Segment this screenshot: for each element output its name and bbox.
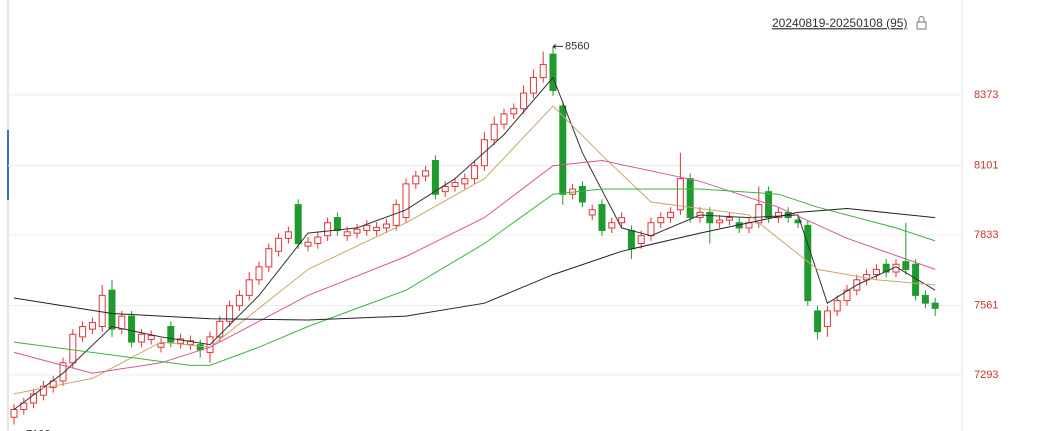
candle-body (324, 222, 332, 237)
y-tick-label: 7833 (974, 229, 998, 241)
candle-body (98, 294, 106, 327)
candle-body (118, 315, 126, 330)
candle-body (343, 231, 351, 237)
candle-body (774, 211, 782, 219)
candle-body (618, 217, 626, 224)
candle-body (931, 302, 939, 309)
candle-body (814, 310, 822, 333)
candle-body (59, 362, 67, 382)
candle-body (520, 92, 528, 110)
candle-body (333, 217, 341, 232)
candle-body (69, 333, 77, 364)
candle-body (490, 123, 498, 141)
candle-body (412, 175, 420, 185)
candle-body (10, 408, 18, 418)
candle-body (578, 185, 586, 203)
candle-body (510, 108, 518, 115)
candle-body (833, 300, 841, 312)
candle-body (667, 211, 675, 219)
y-tick-label: 7293 (974, 369, 998, 381)
candle-body (725, 217, 733, 221)
candle-body (186, 340, 194, 346)
candle-body (657, 217, 665, 224)
candle-body (382, 223, 390, 229)
candle-body (294, 204, 302, 245)
candle-body (647, 222, 655, 237)
candle-body (147, 335, 155, 340)
candle-body (823, 310, 831, 327)
candle-body (588, 209, 596, 216)
candle-body (461, 178, 469, 185)
candle-body (30, 393, 38, 404)
high-arrow (552, 44, 563, 49)
candle-body (804, 224, 812, 302)
date-range-link[interactable]: 20240819-20250108 (95) (772, 16, 907, 30)
candle-body (921, 294, 929, 304)
candle-body (686, 178, 694, 219)
candle-body (20, 402, 28, 410)
candle-body (216, 320, 224, 338)
candle-body (608, 222, 616, 229)
candle-body (422, 170, 430, 177)
candle-body (392, 204, 400, 226)
candle-body (500, 113, 508, 125)
candle-body (275, 237, 283, 252)
candle-body (167, 325, 175, 343)
candle-body (353, 228, 361, 234)
candle-body (88, 322, 96, 330)
candle-body (637, 235, 645, 245)
candle-body (235, 294, 243, 307)
candle-body (255, 266, 263, 281)
candle-body (128, 315, 136, 343)
candle-body (284, 231, 292, 239)
candle-body (304, 241, 312, 247)
candle-body (441, 185, 449, 193)
candle-body (451, 182, 459, 187)
candle-body (627, 230, 635, 250)
candle-body (882, 263, 890, 273)
candle-body (716, 219, 724, 224)
candle-body (363, 224, 371, 232)
candle-body (196, 344, 204, 351)
moving-average (13, 159, 936, 374)
candle-body (157, 342, 165, 348)
candle-body (676, 178, 684, 211)
candle-body (108, 289, 116, 330)
y-tick-label: 7561 (974, 299, 998, 311)
candle-body (902, 261, 910, 270)
candle-body (529, 77, 537, 94)
candle-body (872, 268, 880, 276)
y-tick-label: 8101 (974, 159, 998, 171)
candle-body (794, 219, 802, 224)
candle-body (314, 236, 322, 245)
candle-body (559, 105, 567, 195)
candle-body (843, 289, 851, 302)
candle-body (245, 279, 253, 296)
candle-body (177, 338, 185, 344)
candle-body (265, 248, 273, 268)
candle-body (431, 160, 439, 195)
candle-body (471, 165, 479, 180)
moving-average (13, 105, 936, 395)
candle-body (137, 333, 145, 343)
candle-body (402, 183, 410, 219)
candle-body (226, 305, 234, 322)
lock-icon (916, 16, 927, 30)
low-label: 7102 (26, 428, 50, 431)
moving-average (13, 207, 936, 321)
candle-body (39, 385, 47, 396)
y-tick-label: 8373 (974, 89, 998, 101)
candle-body (373, 226, 381, 232)
candle-body (598, 204, 606, 232)
candle-body (79, 325, 87, 338)
candle-body (549, 53, 557, 92)
candle-body (706, 211, 714, 224)
moving-average (13, 76, 936, 410)
high-label: 8560 (565, 40, 589, 52)
candle-body (539, 64, 547, 79)
moving-average (13, 188, 936, 366)
